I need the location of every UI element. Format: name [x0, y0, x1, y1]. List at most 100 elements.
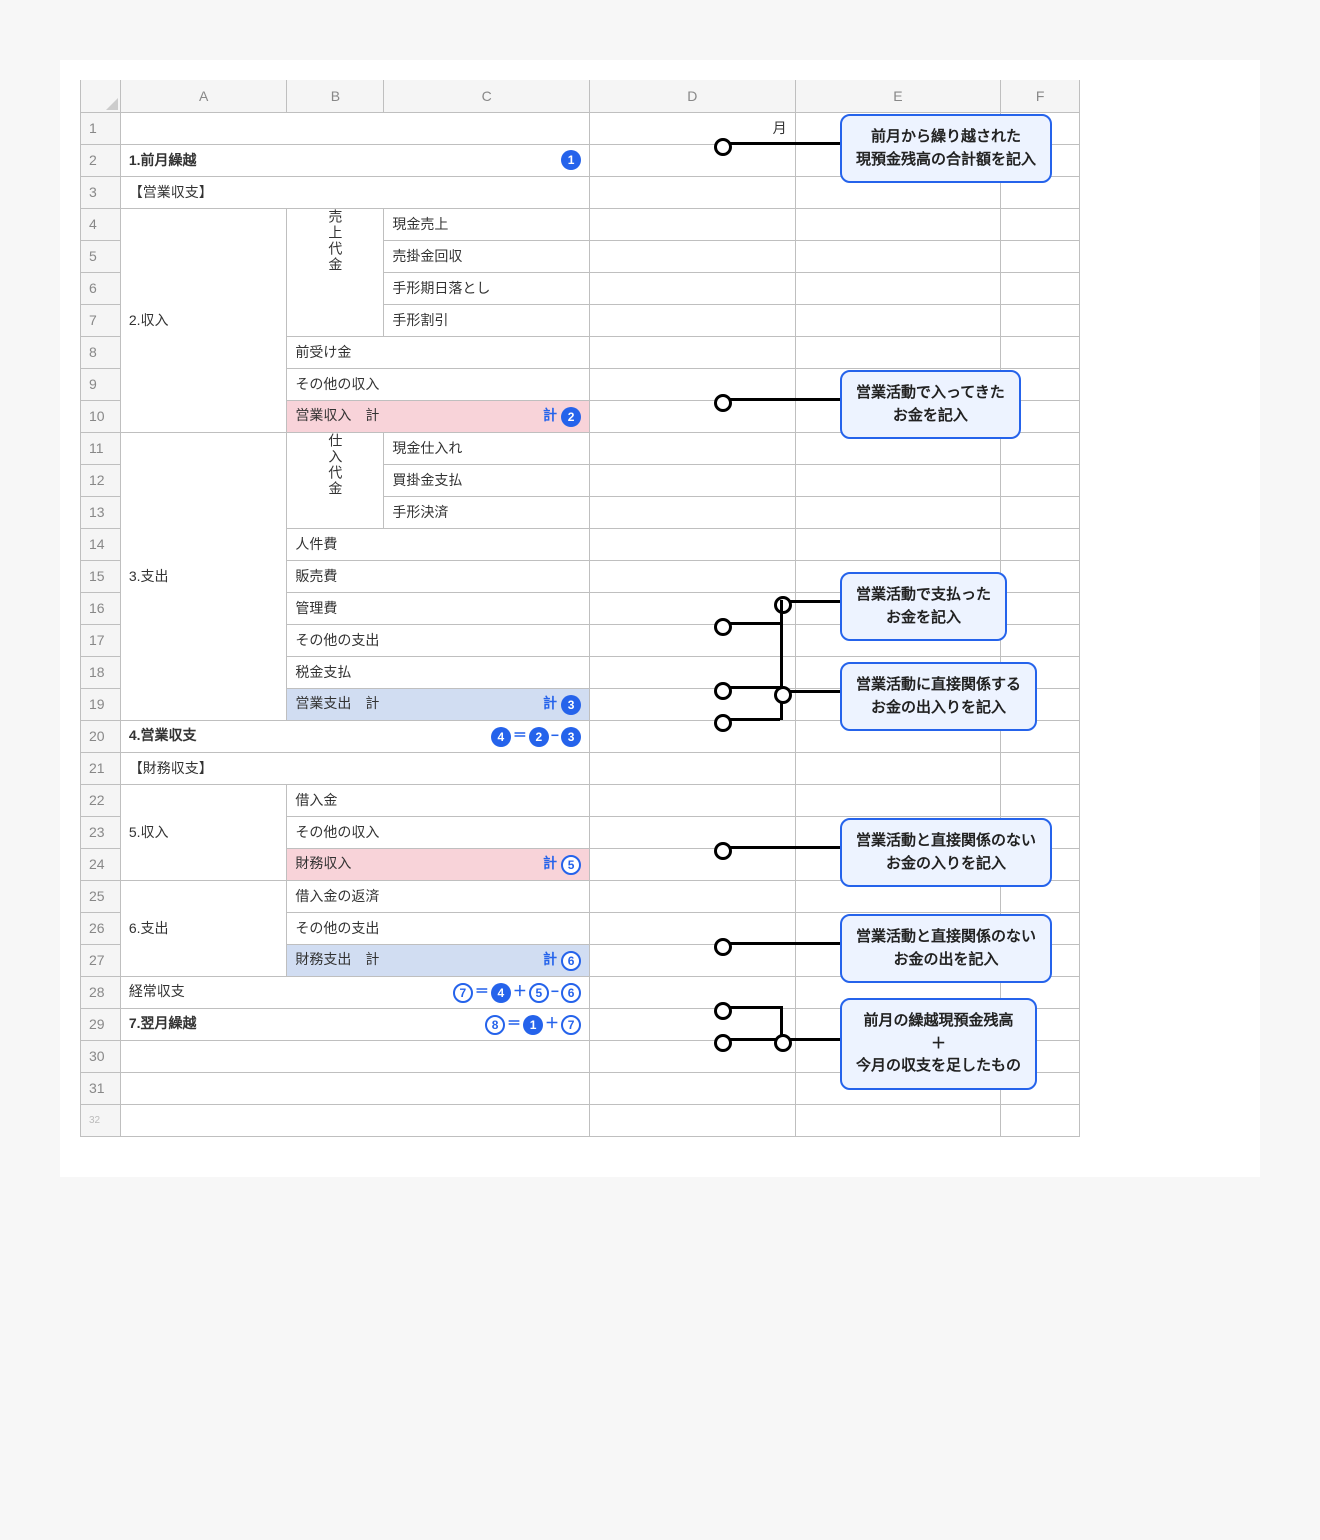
cell-C5[interactable]: 売掛金回収 [384, 240, 590, 272]
row-header-31[interactable]: 31 [81, 1072, 121, 1104]
cell-F15[interactable] [1001, 560, 1080, 592]
row-header-12[interactable]: 12 [81, 464, 121, 496]
row-header-1[interactable]: 1 [81, 112, 121, 144]
row-header-23[interactable]: 23 [81, 816, 121, 848]
cell-B17[interactable]: その他の支出 [287, 624, 590, 656]
row-header-8[interactable]: 8 [81, 336, 121, 368]
cell-A29[interactable]: 7.翌月繰越 8＝1＋7 [120, 1008, 589, 1040]
row-header-32[interactable]: 32 [81, 1104, 121, 1136]
row-header-22[interactable]: 22 [81, 784, 121, 816]
row-header-3[interactable]: 3 [81, 176, 121, 208]
cell-D27[interactable] [590, 944, 796, 976]
cell-F5[interactable] [1001, 240, 1080, 272]
cell-D20[interactable] [590, 720, 796, 752]
cell-A30[interactable] [120, 1040, 589, 1072]
cell-A3[interactable]: 【営業収支】 [120, 176, 589, 208]
cell-D18[interactable] [590, 656, 796, 688]
cell-A32[interactable] [120, 1104, 589, 1136]
cell-D11[interactable] [590, 432, 796, 464]
cell-D7[interactable] [590, 304, 796, 336]
cell-B19[interactable]: 営業支出 計 計3 [287, 688, 590, 720]
cell-D15[interactable] [590, 560, 796, 592]
col-header-E[interactable]: E [795, 80, 1001, 112]
row-header-28[interactable]: 28 [81, 976, 121, 1008]
cell-D30[interactable] [590, 1040, 796, 1072]
cell-F16[interactable] [1001, 592, 1080, 624]
cell-F14[interactable] [1001, 528, 1080, 560]
cell-B9[interactable]: その他の収入 [287, 368, 590, 400]
col-header-D[interactable]: D [590, 80, 796, 112]
cell-B27[interactable]: 財務支出 計 計6 [287, 944, 590, 976]
cell-A11[interactable]: 3.支出 [120, 432, 287, 720]
cell-F17[interactable] [1001, 624, 1080, 656]
cell-B16[interactable]: 管理費 [287, 592, 590, 624]
row-header-21[interactable]: 21 [81, 752, 121, 784]
cell-B25[interactable]: 借入金の返済 [287, 880, 590, 912]
cell-D23[interactable] [590, 816, 796, 848]
row-header-9[interactable]: 9 [81, 368, 121, 400]
cell-B15[interactable]: 販売費 [287, 560, 590, 592]
cell-D24[interactable] [590, 848, 796, 880]
cell-D14[interactable] [590, 528, 796, 560]
row-header-15[interactable]: 15 [81, 560, 121, 592]
cell-D4[interactable] [590, 208, 796, 240]
row-header-19[interactable]: 19 [81, 688, 121, 720]
cell-F6[interactable] [1001, 272, 1080, 304]
cell-D5[interactable] [590, 240, 796, 272]
cell-D25[interactable] [590, 880, 796, 912]
col-header-F[interactable]: F [1001, 80, 1080, 112]
cell-B14[interactable]: 人件費 [287, 528, 590, 560]
row-header-25[interactable]: 25 [81, 880, 121, 912]
row-header-27[interactable]: 27 [81, 944, 121, 976]
cell-A22[interactable]: 5.収入 [120, 784, 287, 880]
cell-D6[interactable] [590, 272, 796, 304]
cell-D13[interactable] [590, 496, 796, 528]
cell-A4[interactable]: 2.収入 [120, 208, 287, 432]
cell-B22[interactable]: 借入金 [287, 784, 590, 816]
cell-A20[interactable]: 4.営業収支 4＝2−3 [120, 720, 589, 752]
row-header-7[interactable]: 7 [81, 304, 121, 336]
cell-F22[interactable] [1001, 784, 1080, 816]
row-header-30[interactable]: 30 [81, 1040, 121, 1072]
row-header-6[interactable]: 6 [81, 272, 121, 304]
cell-E21[interactable] [795, 752, 1001, 784]
col-header-B[interactable]: B [287, 80, 384, 112]
cell-D16[interactable] [590, 592, 796, 624]
row-header-4[interactable]: 4 [81, 208, 121, 240]
cell-B8[interactable]: 前受け金 [287, 336, 590, 368]
cell-C4[interactable]: 現金売上 [384, 208, 590, 240]
cell-B10[interactable]: 営業収入 計 計2 [287, 400, 590, 432]
cell-E7[interactable] [795, 304, 1001, 336]
cell-E13[interactable] [795, 496, 1001, 528]
cell-D21[interactable] [590, 752, 796, 784]
cell-A21[interactable]: 【財務収支】 [120, 752, 589, 784]
cell-D9[interactable] [590, 368, 796, 400]
cell-B11-vlabel-purchase[interactable]: 仕入代金 [287, 432, 384, 528]
cell-F13[interactable] [1001, 496, 1080, 528]
cell-D31[interactable] [590, 1072, 796, 1104]
cell-D1[interactable]: 月 [590, 112, 796, 144]
row-header-2[interactable]: 2 [81, 144, 121, 176]
cell-A1[interactable] [120, 112, 589, 144]
row-header-29[interactable]: 29 [81, 1008, 121, 1040]
cell-F21[interactable] [1001, 752, 1080, 784]
cell-E8[interactable] [795, 336, 1001, 368]
row-header-11[interactable]: 11 [81, 432, 121, 464]
select-all-corner[interactable] [81, 80, 121, 112]
cell-B26[interactable]: その他の支出 [287, 912, 590, 944]
cell-E4[interactable] [795, 208, 1001, 240]
cell-E32[interactable] [795, 1104, 1001, 1136]
cell-D10[interactable] [590, 400, 796, 432]
row-header-16[interactable]: 16 [81, 592, 121, 624]
col-header-A[interactable]: A [120, 80, 287, 112]
row-header-24[interactable]: 24 [81, 848, 121, 880]
cell-E12[interactable] [795, 464, 1001, 496]
cell-B23[interactable]: その他の収入 [287, 816, 590, 848]
cell-D3[interactable] [590, 176, 796, 208]
cell-E14[interactable] [795, 528, 1001, 560]
cell-A28[interactable]: 経常収支 7＝4＋5−6 [120, 976, 589, 1008]
cell-C13[interactable]: 手形決済 [384, 496, 590, 528]
cell-F7[interactable] [1001, 304, 1080, 336]
cell-E6[interactable] [795, 272, 1001, 304]
cell-B18[interactable]: 税金支払 [287, 656, 590, 688]
